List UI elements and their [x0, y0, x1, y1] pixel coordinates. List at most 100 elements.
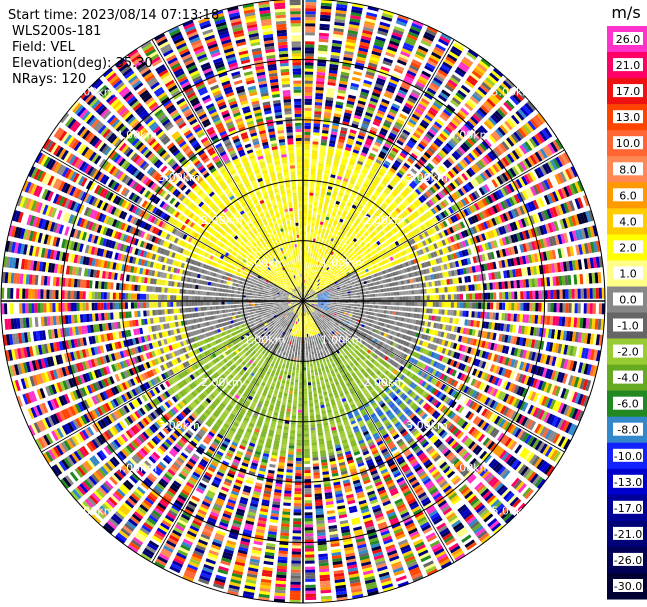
velocity-gate	[311, 289, 314, 293]
velocity-gate	[394, 159, 402, 166]
velocity-gate	[366, 298, 370, 301]
velocity-gate	[304, 150, 310, 154]
velocity-gate	[332, 307, 336, 310]
velocity-gate	[312, 241, 316, 245]
velocity-gate	[433, 140, 442, 148]
velocity-gate	[316, 278, 319, 282]
velocity-gate	[340, 130, 347, 135]
velocity-gate	[357, 304, 361, 307]
velocity-gate	[329, 304, 333, 306]
velocity-gate	[477, 283, 481, 291]
velocity-gate	[317, 169, 323, 173]
velocity-gate	[427, 87, 437, 95]
velocity-gate	[311, 150, 318, 154]
velocity-gate	[431, 79, 442, 88]
velocity-gate	[338, 170, 344, 175]
velocity-gate	[574, 303, 578, 314]
velocity-gate	[350, 177, 357, 182]
velocity-gate	[406, 34, 418, 41]
velocity-gate	[338, 308, 342, 311]
velocity-gate	[435, 287, 439, 293]
velocity-gate	[432, 302, 436, 307]
velocity-gate	[379, 21, 391, 28]
velocity-gate	[365, 160, 372, 166]
velocity-gate	[327, 210, 332, 215]
velocity-gate	[413, 284, 417, 289]
velocity-gate	[330, 302, 334, 304]
velocity-gate	[391, 282, 396, 287]
velocity-gate	[465, 302, 470, 309]
velocity-gate	[391, 103, 401, 110]
velocity-gate	[368, 132, 376, 138]
velocity-gate	[383, 122, 391, 129]
velocity-gate	[407, 157, 414, 164]
velocity-gate	[371, 91, 381, 98]
velocity-gate	[310, 232, 314, 236]
velocity-gate	[444, 106, 454, 115]
velocity-gate	[375, 159, 382, 165]
velocity-gate	[317, 65, 326, 70]
velocity-gate	[304, 137, 311, 142]
velocity-gate	[339, 286, 344, 289]
velocity-gate	[304, 98, 312, 102]
velocity-gate	[477, 311, 481, 319]
velocity-gate	[329, 258, 333, 262]
velocity-gate	[498, 84, 509, 95]
velocity-gate	[313, 284, 317, 287]
velocity-gate	[316, 181, 321, 185]
velocity-gate	[320, 277, 323, 281]
velocity-gate	[388, 205, 395, 211]
velocity-gate	[306, 280, 309, 284]
velocity-gate	[305, 261, 307, 265]
velocity-gate	[401, 108, 411, 115]
velocity-gate	[432, 123, 441, 131]
velocity-gate	[365, 308, 369, 311]
velocity-gate	[316, 217, 320, 222]
velocity-gate	[394, 198, 401, 205]
velocity-gate	[330, 51, 341, 57]
velocity-gate	[433, 77, 443, 85]
velocity-gate	[336, 95, 345, 100]
velocity-gate	[354, 143, 362, 149]
velocity-gate	[350, 293, 354, 296]
velocity-gate	[379, 284, 384, 289]
velocity-gate	[395, 94, 405, 102]
velocity-gate	[356, 225, 362, 231]
velocity-gate	[310, 288, 313, 292]
velocity-gate	[386, 288, 390, 292]
velocity-gate	[513, 280, 517, 289]
velocity-gate	[592, 303, 596, 314]
velocity-gate	[507, 313, 511, 322]
velocity-gate	[303, 222, 307, 226]
velocity-gate	[329, 293, 333, 296]
velocity-gate	[336, 303, 340, 305]
velocity-gate	[309, 281, 312, 285]
velocity-gate	[333, 239, 338, 244]
velocity-gate	[309, 186, 315, 190]
velocity-gate	[448, 121, 458, 130]
velocity-gate	[407, 312, 411, 318]
velocity-gate	[317, 172, 323, 176]
velocity-gate	[310, 235, 313, 239]
velocity-gate	[304, 116, 312, 120]
velocity-gate	[350, 12, 362, 17]
velocity-gate	[338, 305, 342, 307]
velocity-gate	[316, 268, 320, 272]
velocity-gate	[411, 301, 415, 306]
velocity-gate	[318, 44, 328, 49]
velocity-gate	[318, 252, 321, 256]
velocity-gate	[394, 97, 403, 104]
velocity-gate	[446, 104, 456, 112]
velocity-gate	[312, 147, 318, 151]
velocity-gate	[374, 285, 378, 290]
velocity-gate	[478, 60, 490, 70]
velocity-gate	[323, 203, 328, 208]
velocity-gate	[320, 274, 324, 278]
velocity-gate	[459, 310, 463, 317]
velocity-gate	[480, 104, 490, 114]
velocity-gate	[401, 131, 409, 139]
velocity-gate	[314, 108, 322, 112]
velocity-gate	[374, 289, 378, 293]
velocity-gate	[319, 273, 323, 277]
velocity-gate	[381, 293, 385, 297]
